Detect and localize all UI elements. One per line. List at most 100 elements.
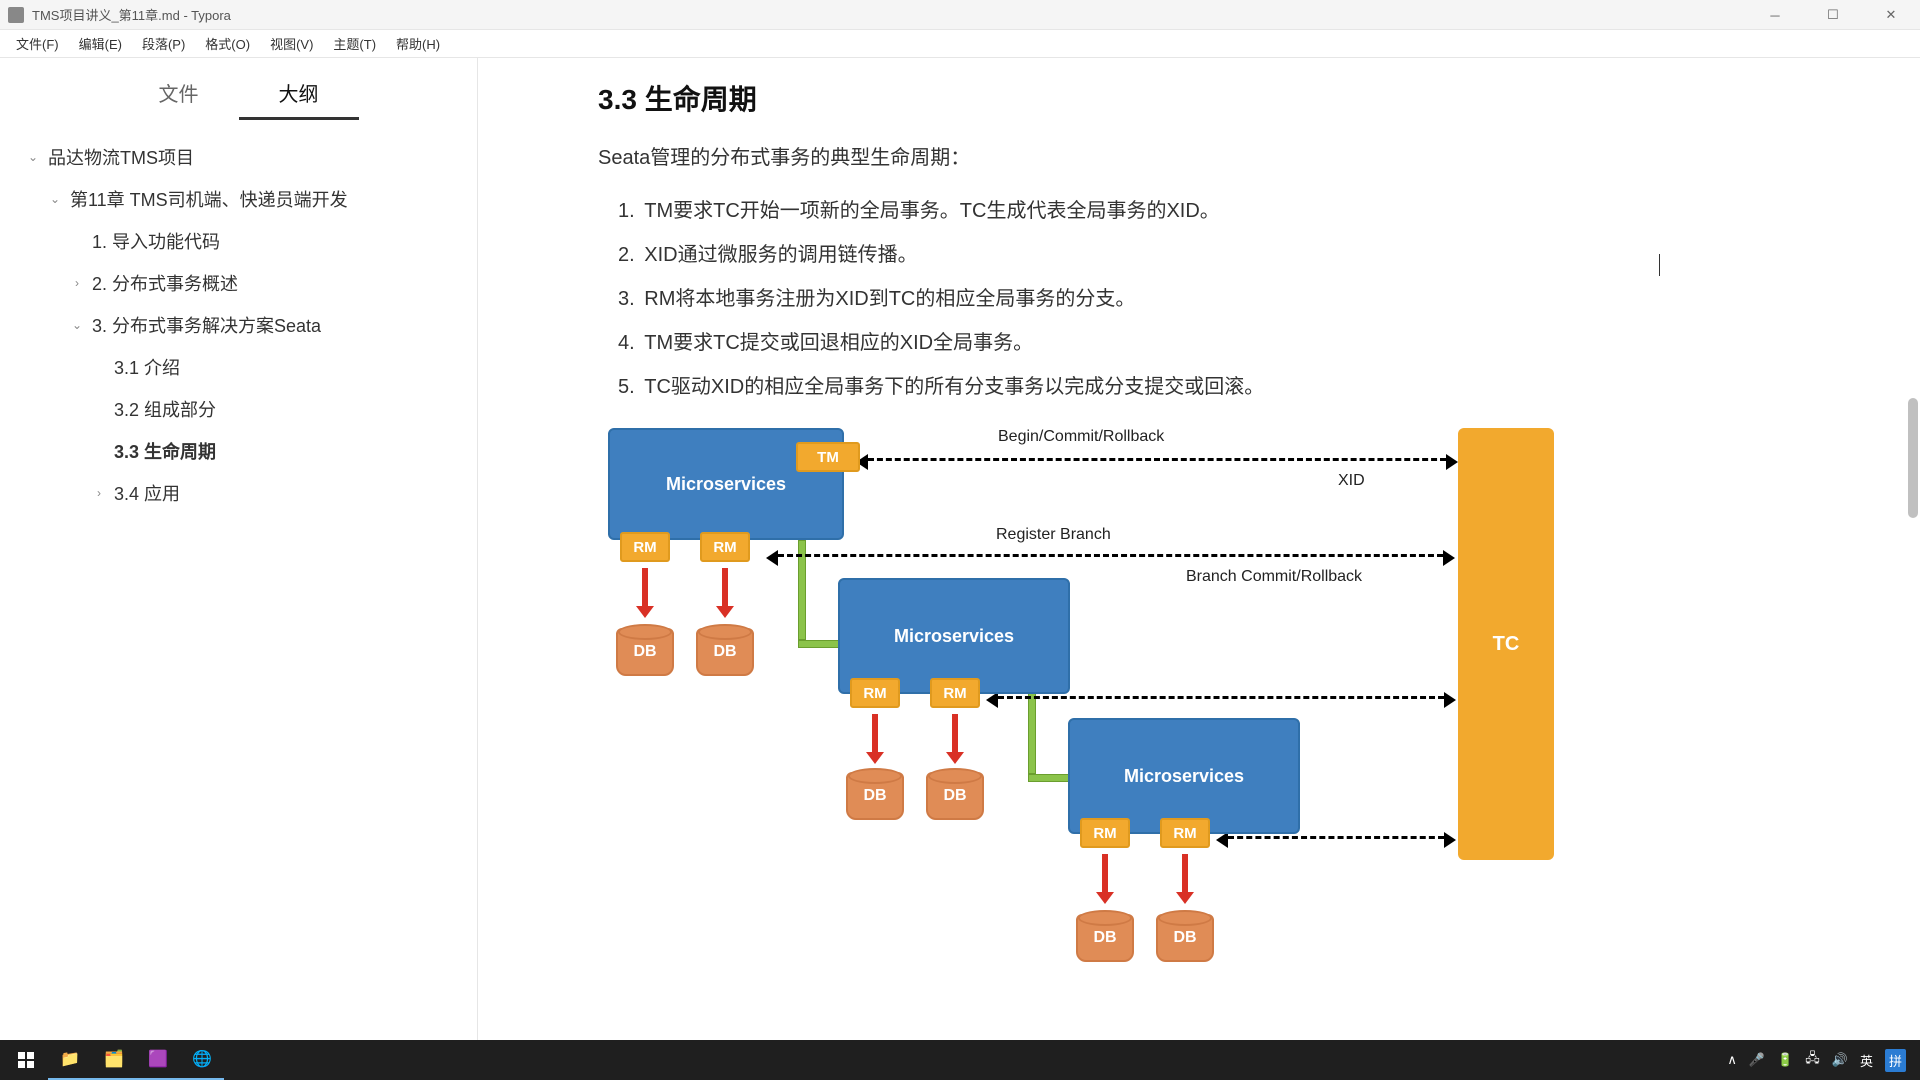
steps-list: TM要求TC开始一项新的全局事务。TC生成代表全局事务的XID。 XID通过微服… bbox=[618, 192, 1800, 406]
outline-item[interactable]: ⌄品达物流TMS项目 bbox=[0, 136, 477, 178]
tray-volume-icon[interactable]: 🔊 bbox=[1832, 1052, 1848, 1068]
diagram-node-tag: RM bbox=[700, 532, 750, 562]
seata-diagram: MicroservicesMicroservicesMicroservicesT… bbox=[598, 428, 1558, 998]
outline-item-label: 3.2 组成部分 bbox=[114, 396, 216, 422]
taskbar-app-explorer[interactable]: 📁 bbox=[48, 1040, 92, 1080]
chevron-icon bbox=[90, 402, 108, 416]
menu-paragraph[interactable]: 段落(P) bbox=[132, 30, 195, 57]
editor[interactable]: 3.3 生命周期 Seata管理的分布式事务的典型生命周期： TM要求TC开始一… bbox=[478, 58, 1920, 1040]
diagram-label: Begin/Commit/Rollback bbox=[998, 428, 1164, 446]
diagram-dashed-edge bbox=[778, 554, 1443, 557]
outline-item[interactable]: ⌄ 第11章 TMS司机端、快递员端开发 bbox=[0, 178, 477, 220]
taskbar: 📁 🗂️ 🟪 🌐 ∧ 🎤 🔋 🖧 🔊 英 拼 bbox=[0, 1040, 1920, 1080]
menu-format[interactable]: 格式(O) bbox=[195, 30, 260, 57]
step-item: TM要求TC提交或回退相应的XID全局事务。 bbox=[618, 324, 1800, 362]
diagram-red-arrow bbox=[872, 714, 878, 754]
menu-view[interactable]: 视图(V) bbox=[260, 30, 323, 57]
outline-item-label: 第11章 TMS司机端、快递员端开发 bbox=[70, 186, 348, 212]
chevron-icon bbox=[68, 234, 86, 248]
outline-item[interactable]: 1. 导入功能代码 bbox=[0, 220, 477, 262]
chevron-icon: ⌄ bbox=[24, 150, 42, 164]
chevron-icon: › bbox=[90, 486, 108, 500]
diagram-node-db: DB bbox=[1076, 914, 1134, 962]
step-item: TM要求TC开始一项新的全局事务。TC生成代表全局事务的XID。 bbox=[618, 192, 1800, 230]
close-button[interactable]: ✕ bbox=[1862, 0, 1920, 30]
diagram-node-db: DB bbox=[846, 772, 904, 820]
outline-item-label: 3.3 生命周期 bbox=[114, 438, 216, 464]
outline-item-label: 3. 分布式事务解决方案Seata bbox=[92, 312, 321, 338]
chevron-icon: ⌄ bbox=[46, 192, 64, 206]
diagram-red-arrow bbox=[1182, 854, 1188, 894]
tray-battery-icon[interactable]: 🔋 bbox=[1777, 1052, 1793, 1068]
window-controls: ─ ☐ ✕ bbox=[1746, 0, 1920, 30]
tray-ime-mode[interactable]: 拼 bbox=[1885, 1049, 1906, 1072]
diagram-red-arrow bbox=[642, 568, 648, 608]
system-tray: ∧ 🎤 🔋 🖧 🔊 英 拼 bbox=[1727, 1049, 1916, 1072]
outline-item[interactable]: 3.1 介绍 bbox=[0, 346, 477, 388]
diagram-red-arrow bbox=[952, 714, 958, 754]
diagram-dashed-edge bbox=[868, 458, 1446, 461]
step-item: TC驱动XID的相应全局事务下的所有分支事务以完成分支提交或回滚。 bbox=[618, 368, 1800, 406]
diagram-node-tc: TC bbox=[1458, 428, 1554, 860]
diagram-node-tag: RM bbox=[930, 678, 980, 708]
minimize-button[interactable]: ─ bbox=[1746, 0, 1804, 30]
outline-item[interactable]: › 3.4 应用 bbox=[0, 472, 477, 514]
outline-item[interactable]: 3.2 组成部分 bbox=[0, 388, 477, 430]
diagram-node-ms: Microservices bbox=[838, 578, 1070, 694]
text-cursor bbox=[1659, 254, 1660, 276]
tray-mic-icon[interactable]: 🎤 bbox=[1749, 1052, 1765, 1068]
maximize-button[interactable]: ☐ bbox=[1804, 0, 1862, 30]
section-heading: 3.3 生命周期 bbox=[598, 78, 1800, 118]
outline-item-label: 1. 导入功能代码 bbox=[92, 228, 220, 254]
diagram-node-ms: Microservices bbox=[1068, 718, 1300, 834]
tray-chevron-icon[interactable]: ∧ bbox=[1727, 1052, 1737, 1068]
tab-outline[interactable]: 大纲 bbox=[239, 68, 359, 120]
taskbar-app-2[interactable]: 🗂️ bbox=[92, 1040, 136, 1080]
diagram-node-db: DB bbox=[926, 772, 984, 820]
titlebar: TMS项目讲义_第11章.md - Typora ─ ☐ ✕ bbox=[0, 0, 1920, 30]
intro-paragraph: Seata管理的分布式事务的典型生命周期： bbox=[598, 142, 1800, 174]
menu-help[interactable]: 帮助(H) bbox=[386, 30, 450, 57]
window-title: TMS项目讲义_第11章.md - Typora bbox=[32, 5, 231, 24]
outline-item-label: 3.4 应用 bbox=[114, 480, 180, 506]
app-icon bbox=[8, 7, 24, 23]
menubar: 文件(F) 编辑(E) 段落(P) 格式(O) 视图(V) 主题(T) 帮助(H… bbox=[0, 30, 1920, 58]
outline-tree: ⌄品达物流TMS项目⌄第11章 TMS司机端、快递员端开发 1. 导入功能代码›… bbox=[0, 120, 477, 1040]
sidebar: 文件 大纲 ⌄品达物流TMS项目⌄第11章 TMS司机端、快递员端开发 1. 导… bbox=[0, 58, 478, 1040]
scrollbar-thumb[interactable] bbox=[1908, 398, 1918, 518]
menu-theme[interactable]: 主题(T) bbox=[323, 30, 386, 57]
diagram-node-tag: RM bbox=[620, 532, 670, 562]
diagram-label: Register Branch bbox=[996, 526, 1111, 544]
diagram-node-db: DB bbox=[616, 628, 674, 676]
diagram-node-tag: TM bbox=[796, 442, 860, 472]
outline-item[interactable]: 3.3 生命周期 bbox=[0, 430, 477, 472]
diagram-node-tag: RM bbox=[1080, 818, 1130, 848]
menu-edit[interactable]: 编辑(E) bbox=[69, 30, 132, 57]
main-area: 文件 大纲 ⌄品达物流TMS项目⌄第11章 TMS司机端、快递员端开发 1. 导… bbox=[0, 58, 1920, 1040]
diagram-node-db: DB bbox=[1156, 914, 1214, 962]
outline-item[interactable]: › 2. 分布式事务概述 bbox=[0, 262, 477, 304]
diagram-node-db: DB bbox=[696, 628, 754, 676]
menu-file[interactable]: 文件(F) bbox=[6, 30, 69, 57]
chevron-icon: ⌄ bbox=[68, 318, 86, 332]
start-button[interactable] bbox=[4, 1040, 48, 1080]
chevron-icon: › bbox=[68, 276, 86, 290]
diagram-red-arrow bbox=[1102, 854, 1108, 894]
diagram-label: XID bbox=[1338, 472, 1365, 490]
diagram-dashed-edge bbox=[998, 696, 1444, 699]
tray-network-icon[interactable]: 🖧 bbox=[1805, 1049, 1820, 1071]
outline-item-label: 3.1 介绍 bbox=[114, 354, 180, 380]
taskbar-app-chrome[interactable]: 🌐 bbox=[180, 1040, 224, 1080]
step-item: XID通过微服务的调用链传播。 bbox=[618, 236, 1800, 274]
tray-ime-lang[interactable]: 英 bbox=[1860, 1051, 1873, 1070]
diagram-node-tag: RM bbox=[850, 678, 900, 708]
diagram-node-tag: RM bbox=[1160, 818, 1210, 848]
diagram-red-arrow bbox=[722, 568, 728, 608]
sidebar-tabs: 文件 大纲 bbox=[0, 58, 477, 120]
diagram-label: Branch Commit/Rollback bbox=[1186, 568, 1362, 586]
outline-item-label: 2. 分布式事务概述 bbox=[92, 270, 238, 296]
outline-item[interactable]: ⌄ 3. 分布式事务解决方案Seata bbox=[0, 304, 477, 346]
diagram-dashed-edge bbox=[1228, 836, 1444, 839]
taskbar-app-3[interactable]: 🟪 bbox=[136, 1040, 180, 1080]
tab-files[interactable]: 文件 bbox=[119, 68, 239, 120]
